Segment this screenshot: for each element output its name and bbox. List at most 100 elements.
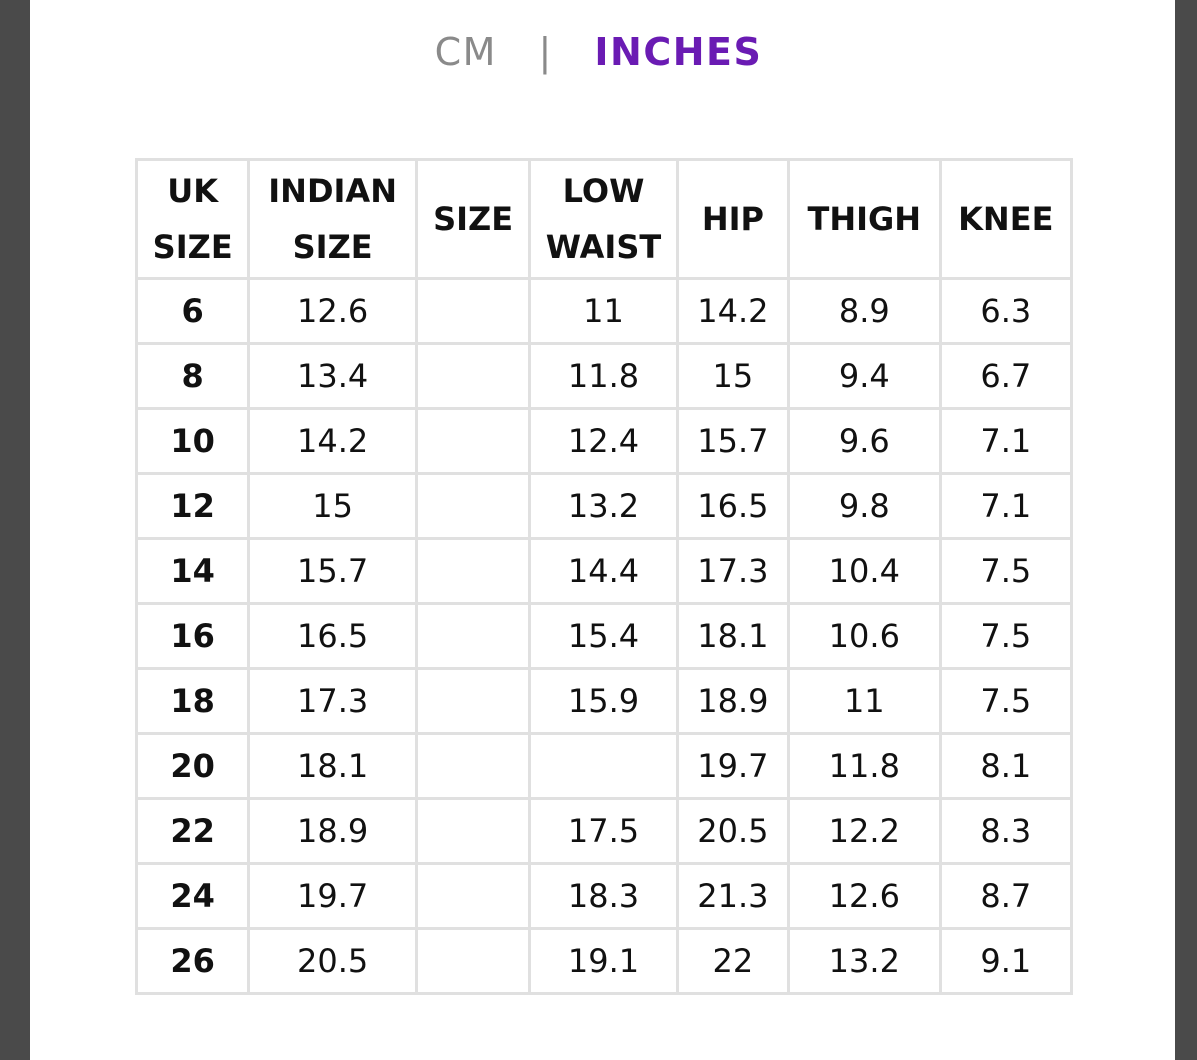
table-row: 16 16.5 15.4 18.1 10.6 7.5 (134, 602, 1074, 670)
table-row: 12 15 13.2 16.5 9.8 7.1 (134, 472, 1074, 540)
table-row: 22 18.9 17.5 20.5 12.2 8.3 (134, 797, 1074, 865)
cell-size (414, 667, 532, 735)
cell-uk-size: 12 (134, 472, 251, 540)
cell-uk-size: 6 (134, 277, 251, 345)
cell-size (414, 407, 532, 475)
table-row: 20 18.1 19.7 11.8 8.1 (134, 732, 1074, 800)
unit-separator: | (538, 30, 553, 74)
cell-knee: 8.3 (938, 797, 1074, 865)
cell-hip: 18.1 (675, 602, 791, 670)
table-row: 6 12.6 11 14.2 8.9 6.3 (134, 277, 1074, 345)
cell-thigh: 11 (787, 667, 942, 735)
size-table: UK SIZE INDIAN SIZE SIZE LOW WAIST HIP (134, 158, 1074, 995)
cell-low-waist: 19.1 (528, 927, 679, 995)
unit-toggle: CM | INCHES (0, 30, 1197, 74)
cell-indian-size: 18.1 (247, 732, 418, 800)
cell-knee: 7.1 (938, 407, 1074, 475)
cell-hip: 14.2 (675, 277, 791, 345)
cell-hip: 15.7 (675, 407, 791, 475)
cell-knee: 9.1 (938, 927, 1074, 995)
cell-hip: 16.5 (675, 472, 791, 540)
table-row: 24 19.7 18.3 21.3 12.6 8.7 (134, 862, 1074, 930)
cell-knee: 7.5 (938, 602, 1074, 670)
table-header-row: UK SIZE INDIAN SIZE SIZE LOW WAIST HIP (134, 158, 1074, 280)
cell-indian-size: 18.9 (247, 797, 418, 865)
header-low-waist: LOW WAIST (528, 158, 679, 280)
cell-size (414, 797, 532, 865)
table-row: 14 15.7 14.4 17.3 10.4 7.5 (134, 537, 1074, 605)
cell-hip: 18.9 (675, 667, 791, 735)
cell-thigh: 13.2 (787, 927, 942, 995)
header-uk-size: UK SIZE (134, 158, 251, 280)
cell-uk-size: 18 (134, 667, 251, 735)
cell-low-waist: 18.3 (528, 862, 679, 930)
cell-uk-size: 16 (134, 602, 251, 670)
cell-thigh: 12.6 (787, 862, 942, 930)
cell-hip: 22 (675, 927, 791, 995)
cell-size (414, 862, 532, 930)
cell-size (414, 732, 532, 800)
cell-knee: 7.5 (938, 667, 1074, 735)
cell-indian-size: 17.3 (247, 667, 418, 735)
header-thigh: THIGH (787, 158, 942, 280)
cell-indian-size: 19.7 (247, 862, 418, 930)
cell-knee: 6.3 (938, 277, 1074, 345)
table-row: 8 13.4 11.8 15 9.4 6.7 (134, 342, 1074, 410)
cell-low-waist: 11 (528, 277, 679, 345)
cell-uk-size: 10 (134, 407, 251, 475)
unit-inches-button[interactable]: INCHES (594, 30, 763, 74)
cell-knee: 7.5 (938, 537, 1074, 605)
cell-uk-size: 14 (134, 537, 251, 605)
cell-low-waist: 15.9 (528, 667, 679, 735)
cell-thigh: 9.4 (787, 342, 942, 410)
cell-indian-size: 14.2 (247, 407, 418, 475)
cell-size (414, 277, 532, 345)
cell-knee: 7.1 (938, 472, 1074, 540)
cell-knee: 6.7 (938, 342, 1074, 410)
cell-uk-size: 22 (134, 797, 251, 865)
cell-uk-size: 26 (134, 927, 251, 995)
cell-size (414, 472, 532, 540)
header-knee: KNEE (938, 158, 1074, 280)
cell-indian-size: 16.5 (247, 602, 418, 670)
table-row: 10 14.2 12.4 15.7 9.6 7.1 (134, 407, 1074, 475)
cell-size (414, 927, 532, 995)
cell-thigh: 9.8 (787, 472, 942, 540)
cell-thigh: 11.8 (787, 732, 942, 800)
cell-indian-size: 15.7 (247, 537, 418, 605)
table-row: 26 20.5 19.1 22 13.2 9.1 (134, 927, 1074, 995)
left-dark-border (0, 0, 30, 1060)
table-row: 18 17.3 15.9 18.9 11 7.5 (134, 667, 1074, 735)
cell-knee: 8.1 (938, 732, 1074, 800)
cell-low-waist: 13.2 (528, 472, 679, 540)
cell-hip: 20.5 (675, 797, 791, 865)
cell-uk-size: 20 (134, 732, 251, 800)
cell-low-waist: 12.4 (528, 407, 679, 475)
cell-low-waist: 15.4 (528, 602, 679, 670)
cell-uk-size: 8 (134, 342, 251, 410)
cell-low-waist: 11.8 (528, 342, 679, 410)
cell-thigh: 9.6 (787, 407, 942, 475)
header-size: SIZE (414, 158, 532, 280)
right-dark-border (1175, 0, 1197, 1060)
cell-low-waist: 17.5 (528, 797, 679, 865)
cell-uk-size: 24 (134, 862, 251, 930)
cell-indian-size: 12.6 (247, 277, 418, 345)
cell-size (414, 602, 532, 670)
cell-hip: 21.3 (675, 862, 791, 930)
cell-thigh: 10.4 (787, 537, 942, 605)
cell-hip: 19.7 (675, 732, 791, 800)
unit-cm-button[interactable]: CM (434, 30, 497, 74)
cell-indian-size: 13.4 (247, 342, 418, 410)
cell-indian-size: 15 (247, 472, 418, 540)
cell-low-waist (528, 732, 679, 800)
cell-low-waist: 14.4 (528, 537, 679, 605)
header-indian-size: INDIAN SIZE (247, 158, 418, 280)
cell-thigh: 8.9 (787, 277, 942, 345)
cell-size (414, 342, 532, 410)
cell-hip: 17.3 (675, 537, 791, 605)
cell-knee: 8.7 (938, 862, 1074, 930)
cell-thigh: 10.6 (787, 602, 942, 670)
cell-hip: 15 (675, 342, 791, 410)
